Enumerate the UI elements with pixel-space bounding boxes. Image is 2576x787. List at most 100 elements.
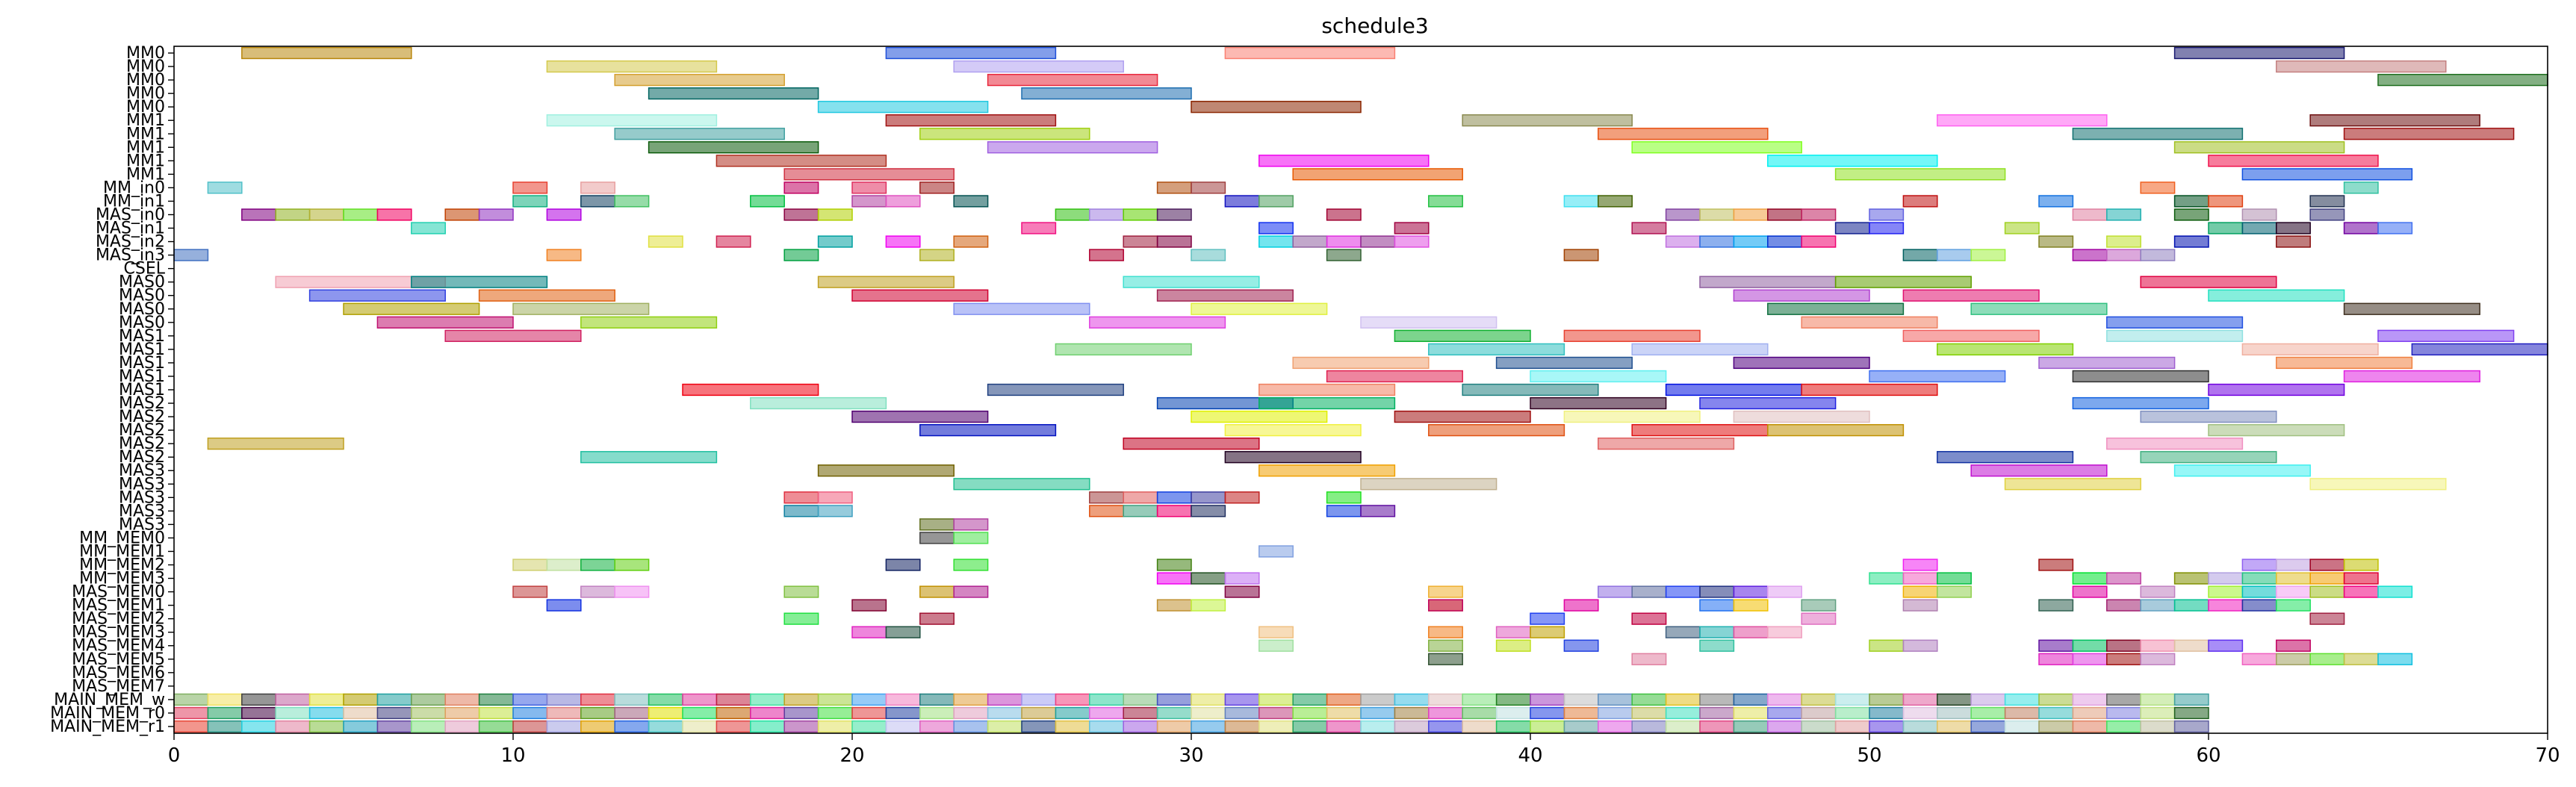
task-bar — [2106, 599, 2141, 612]
task-bar — [1598, 706, 1633, 720]
task-bar — [343, 706, 379, 720]
task-bar — [1767, 585, 1802, 598]
task-bar — [1767, 720, 1802, 733]
task-bar — [2072, 128, 2244, 140]
task-bar — [648, 235, 683, 248]
task-bar — [173, 249, 209, 261]
task-bar — [1191, 249, 1226, 261]
task-bar — [1360, 316, 1498, 329]
task-bar — [2208, 155, 2379, 167]
task-bar — [2140, 599, 2176, 612]
task-bar — [411, 706, 446, 720]
task-bar — [851, 410, 989, 423]
task-bar — [512, 181, 548, 194]
task-bar — [1326, 208, 1362, 221]
task-bar — [1598, 438, 1735, 450]
task-bar — [1156, 693, 1192, 706]
task-bar — [1123, 235, 1158, 248]
task-bar — [580, 451, 718, 464]
task-bar — [1428, 706, 1463, 720]
task-bar — [512, 302, 650, 315]
task-bar — [1801, 706, 1837, 720]
task-bar — [580, 693, 615, 706]
task-bar — [614, 128, 785, 140]
task-bar — [308, 289, 446, 302]
task-bar — [1902, 329, 2040, 342]
task-bar — [1631, 585, 1667, 598]
task-bar — [1937, 114, 2108, 127]
task-bar — [1834, 693, 1870, 706]
task-bar — [1360, 505, 1396, 517]
task-bar — [2140, 410, 2277, 423]
task-bar — [1055, 693, 1090, 706]
task-bar — [817, 706, 853, 720]
task-bar — [851, 693, 887, 706]
task-bar — [1360, 720, 1396, 733]
task-bar — [1292, 706, 1328, 720]
task-bar — [1937, 249, 1972, 261]
y-tick-label: MM_MEM1 — [79, 542, 165, 561]
task-bar — [2309, 653, 2345, 665]
task-bar — [444, 720, 480, 733]
task-bar — [1428, 585, 1463, 598]
y-tick-label: MM1 — [126, 138, 165, 157]
task-bar — [1428, 720, 1463, 733]
task-bar — [1394, 720, 1430, 733]
task-bar — [1970, 720, 2006, 733]
task-bar — [1292, 168, 1463, 181]
task-bar — [1631, 706, 1667, 720]
task-bar — [2173, 572, 2209, 585]
task-bar — [1428, 423, 1565, 437]
task-bar — [1869, 639, 1905, 652]
task-bar — [1156, 289, 1294, 302]
task-bar — [2038, 599, 2074, 612]
task-bar — [1191, 505, 1226, 517]
task-bar — [241, 720, 276, 733]
y-tick-label: MAS3 — [119, 502, 165, 520]
task-bar — [478, 706, 514, 720]
task-bar — [2038, 706, 2074, 720]
task-bar — [2276, 356, 2413, 370]
task-bar — [987, 693, 1022, 706]
task-bar — [987, 383, 1124, 396]
task-bar — [614, 693, 650, 706]
y-tick-label: MAS0 — [119, 287, 165, 305]
task-bar — [1191, 706, 1226, 720]
task-bar — [1699, 396, 1837, 410]
task-bar — [1123, 706, 1158, 720]
task-bar — [2309, 572, 2345, 585]
task-bar — [648, 141, 819, 154]
task-bars — [173, 46, 2548, 733]
task-bar — [614, 720, 650, 733]
task-bar — [546, 720, 582, 733]
task-bar — [1733, 706, 1769, 720]
task-bar — [1326, 370, 1463, 383]
task-bar — [1563, 195, 1599, 208]
task-bar — [2208, 222, 2244, 234]
task-bar — [2173, 235, 2209, 248]
task-bar — [1089, 706, 1124, 720]
task-bar — [1563, 599, 1599, 612]
task-bar — [1055, 208, 1090, 221]
task-bar — [2208, 423, 2345, 437]
task-bar — [1767, 706, 1802, 720]
task-bar — [817, 505, 853, 517]
task-bar — [1428, 653, 1463, 665]
y-tick-label: MAS1 — [119, 367, 165, 386]
task-bar — [1869, 370, 2006, 383]
task-bar — [1258, 222, 1294, 234]
task-bar — [2309, 478, 2447, 491]
y-tick-label: MAS0 — [119, 314, 165, 332]
task-bar — [1699, 720, 1735, 733]
task-bar — [2343, 222, 2379, 234]
task-bar — [2038, 639, 2074, 652]
task-bar — [1767, 302, 1905, 315]
task-bar — [546, 208, 582, 221]
task-bar — [1292, 693, 1328, 706]
y-tick-label: MAS3 — [119, 475, 165, 494]
task-bar — [1801, 208, 1837, 221]
task-bar — [2377, 73, 2548, 87]
task-bar — [1191, 720, 1226, 733]
task-bar — [2072, 585, 2108, 598]
task-bar — [2106, 572, 2141, 585]
